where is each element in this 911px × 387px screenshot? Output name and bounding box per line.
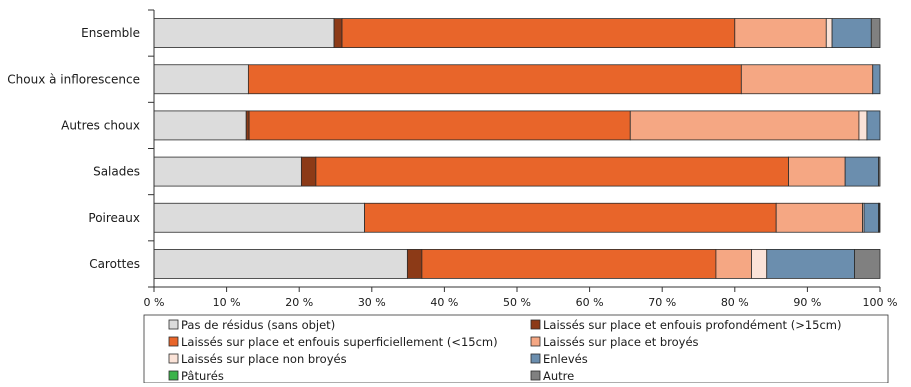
bar-segment — [844, 156, 879, 187]
x-tick-label: 90 % — [793, 296, 821, 309]
bar-segment — [406, 249, 423, 279]
category-label: Salades — [93, 165, 140, 179]
bar-segment — [245, 110, 250, 141]
x-tick-label: 60 % — [576, 296, 604, 309]
bar-segment — [854, 249, 881, 279]
bar-segment — [421, 249, 717, 279]
bar-segment — [300, 156, 317, 187]
bar-segment — [872, 64, 881, 95]
bar-segment — [629, 110, 860, 141]
category-label: Poireaux — [88, 211, 140, 225]
bar-segment — [858, 110, 868, 141]
legend-label: Laissés sur place et broyés — [543, 335, 699, 349]
bar-segment — [364, 202, 777, 233]
legend-swatch — [530, 370, 541, 381]
bar-segment — [775, 202, 863, 233]
bar-segment — [333, 18, 343, 48]
x-tick-label: 0 % — [144, 296, 165, 309]
category-label: Carottes — [89, 257, 140, 271]
x-tick-label: 40 % — [430, 296, 458, 309]
bar-segment — [153, 249, 408, 279]
legend-label: Enlevés — [543, 352, 588, 366]
legend-label: Laissés sur place non broyés — [181, 352, 347, 366]
legend-swatch — [168, 353, 179, 364]
x-tick-label: 100 % — [863, 296, 898, 309]
bar-segment — [866, 110, 881, 141]
legend-swatch — [530, 336, 541, 347]
category-label: Ensemble — [81, 26, 140, 40]
bar-segment — [315, 156, 789, 187]
legend-label: Pâturés — [181, 369, 224, 383]
x-tick-label: 70 % — [648, 296, 676, 309]
bar-segment — [153, 18, 335, 48]
x-tick-label: 30 % — [358, 296, 386, 309]
x-tick-label: 50 % — [503, 296, 531, 309]
bar-segment — [341, 18, 736, 48]
bar-segment — [153, 156, 302, 187]
legend-swatch — [168, 319, 179, 330]
category-label: Autres choux — [61, 118, 140, 132]
bar-segment — [751, 249, 768, 279]
bar-segment — [863, 202, 879, 233]
bar-segment — [247, 64, 742, 95]
bar-segment — [153, 110, 247, 141]
legend-label: Pas de résidus (sans objet) — [181, 318, 335, 332]
legend-label: Laissés sur place et enfouis profondémen… — [543, 318, 842, 332]
legend-label: Autre — [543, 369, 574, 383]
bar-segment — [248, 110, 631, 141]
bar-segment — [870, 18, 881, 48]
bar-segment — [766, 249, 855, 279]
bar-segment — [878, 202, 881, 233]
x-tick-label: 80 % — [721, 296, 749, 309]
bar-segment — [740, 64, 874, 95]
legend-box — [143, 314, 889, 384]
bar-segment — [878, 156, 881, 187]
category-label: Choux à inflorescence — [7, 72, 140, 86]
legend-swatch — [168, 336, 179, 347]
bar-segment — [831, 18, 872, 48]
legend-label: Laissés sur place et enfouis superficiel… — [181, 335, 498, 349]
bar-segment — [788, 156, 846, 187]
bar-segment — [734, 18, 827, 48]
x-tick-label: 20 % — [285, 296, 313, 309]
bar-segment — [153, 64, 249, 95]
legend-swatch — [530, 353, 541, 364]
bar-segment — [825, 18, 833, 48]
legend-swatch — [168, 370, 179, 381]
bar-segment — [153, 202, 365, 233]
legend-swatch — [530, 319, 541, 330]
bar-segment — [715, 249, 752, 279]
x-tick-label: 10 % — [213, 296, 241, 309]
